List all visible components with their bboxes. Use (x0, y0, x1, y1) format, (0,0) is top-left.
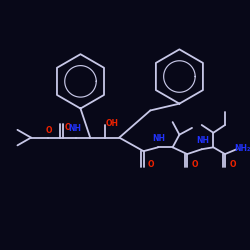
Text: O: O (192, 160, 198, 169)
Text: O: O (45, 126, 52, 135)
Text: NH: NH (68, 124, 81, 134)
Text: O: O (230, 160, 236, 169)
Text: O: O (148, 160, 154, 169)
Text: OH: OH (106, 118, 119, 128)
Text: NH: NH (196, 136, 209, 145)
Text: NH: NH (152, 134, 166, 143)
Text: NH₂: NH₂ (234, 144, 250, 153)
Text: O: O (65, 124, 71, 132)
